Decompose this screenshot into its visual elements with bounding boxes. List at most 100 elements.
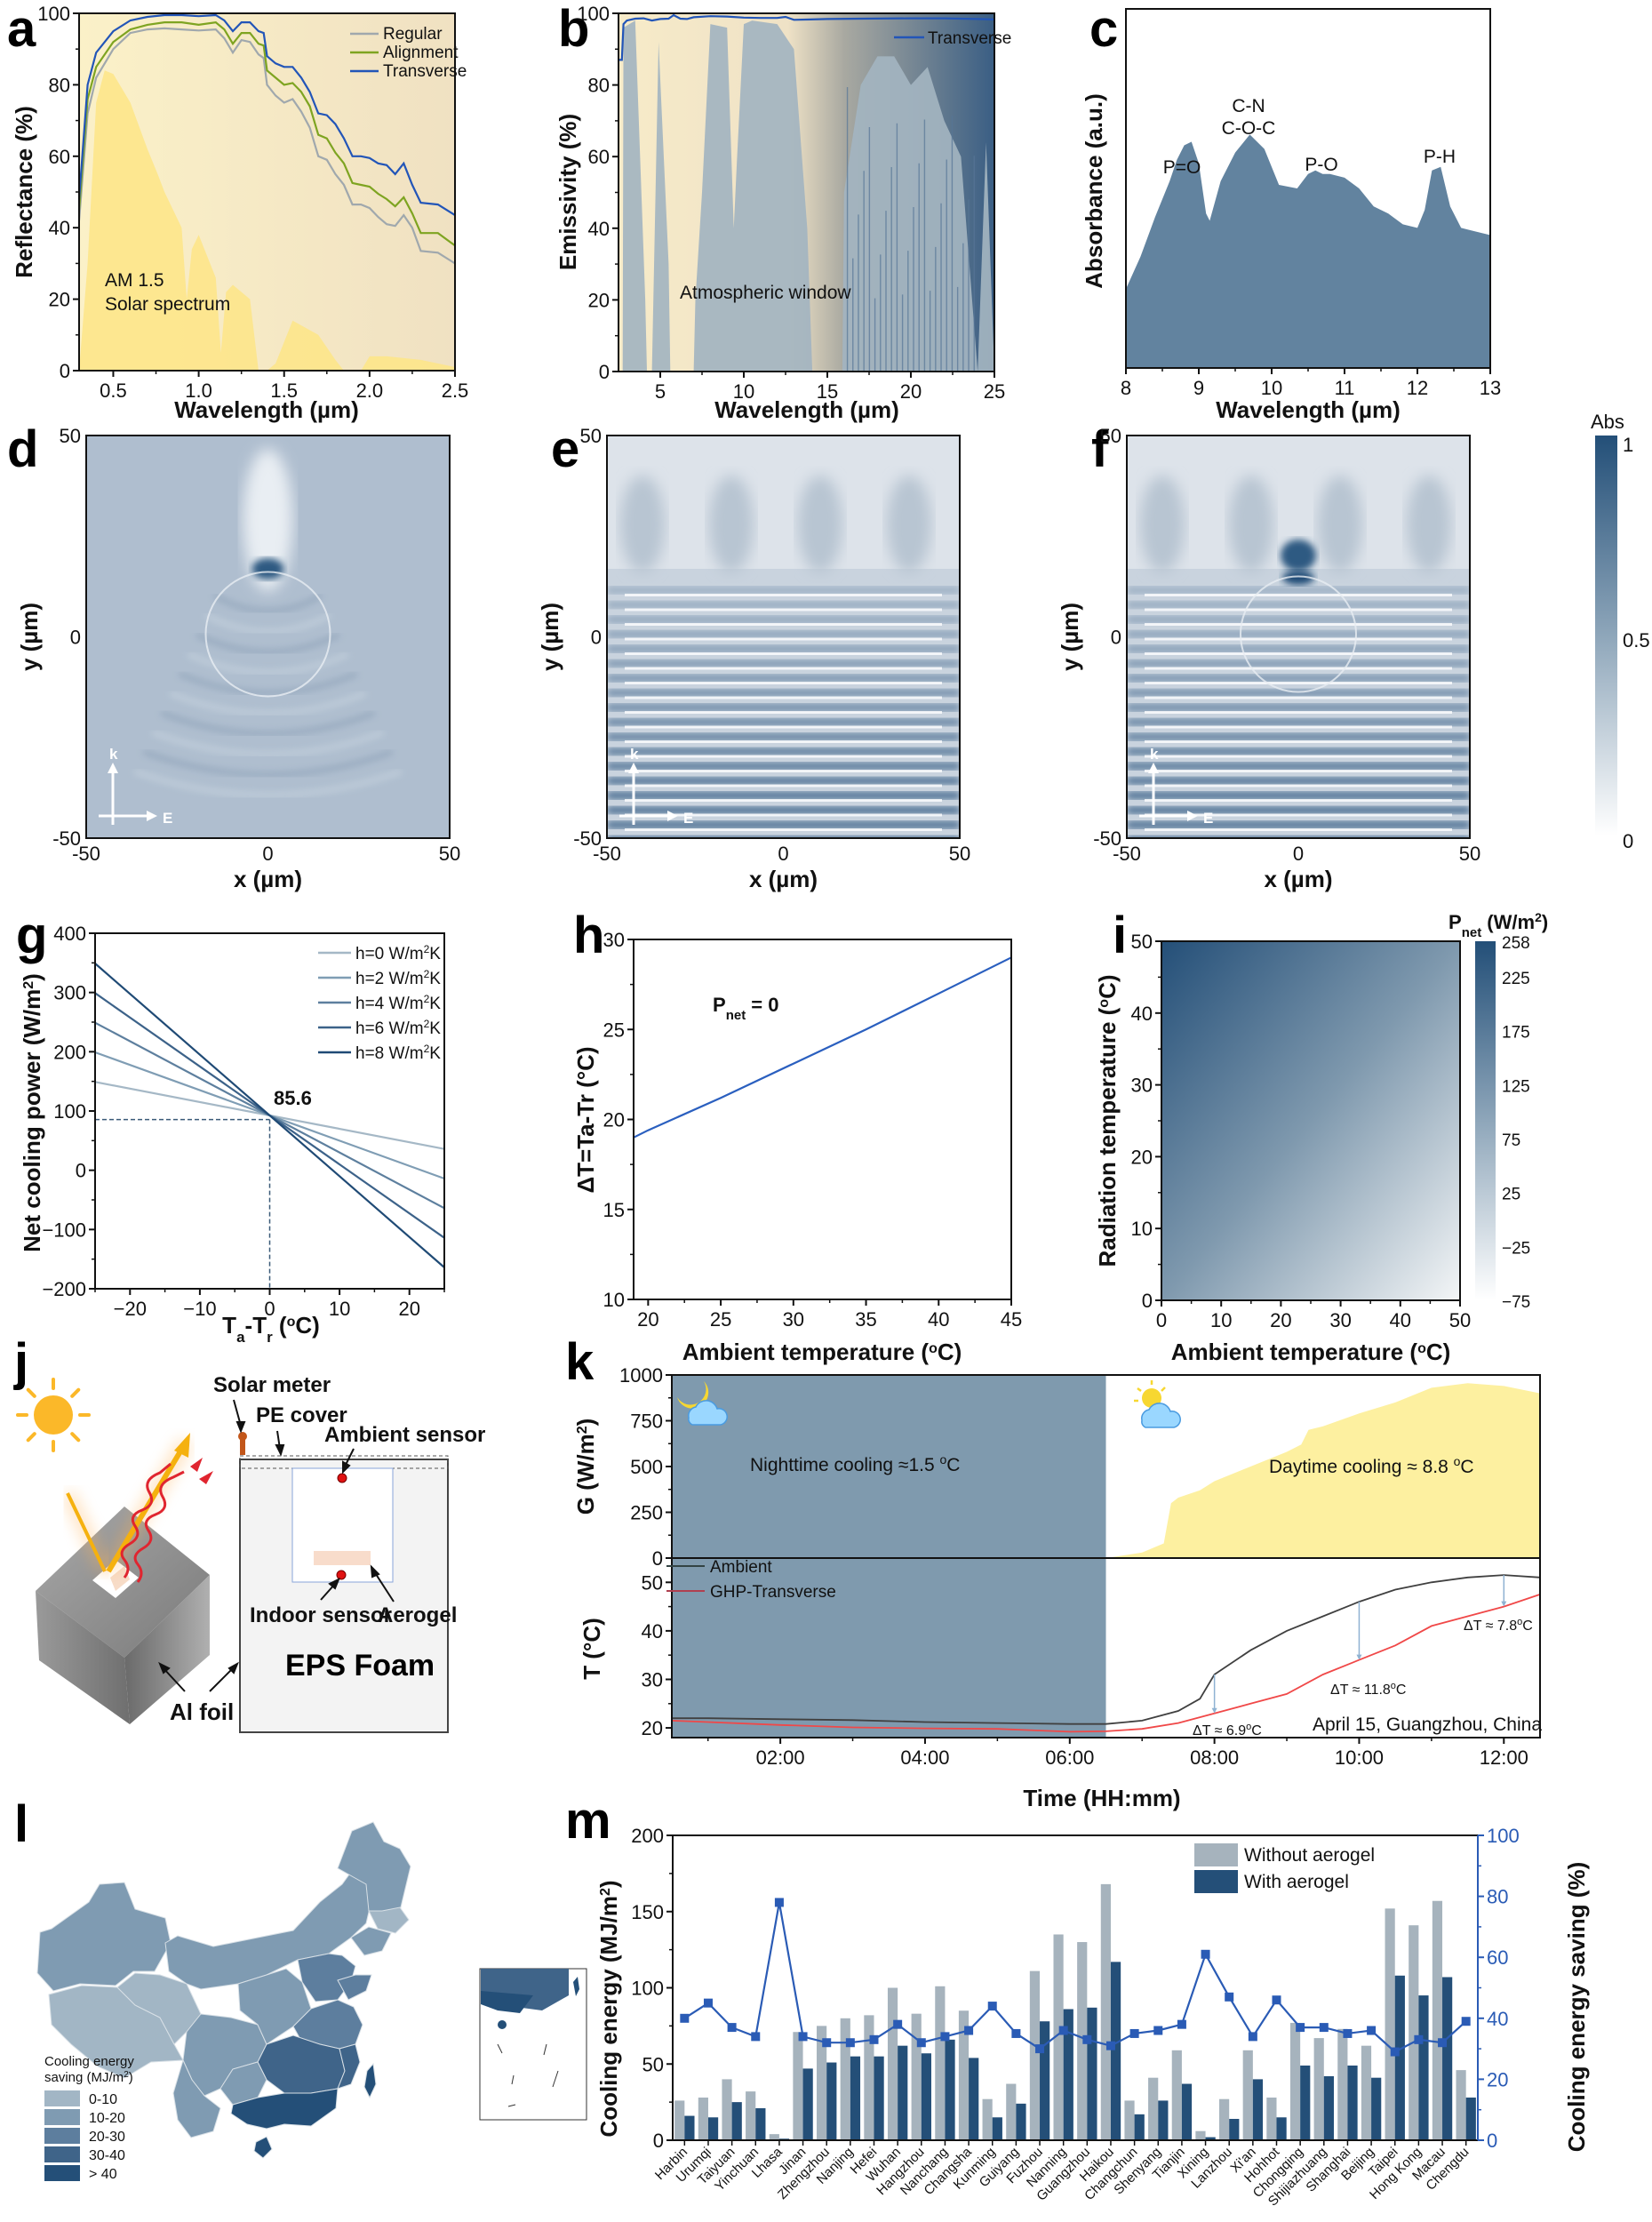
region-hainan	[253, 2136, 273, 2159]
bar-without-aerogel	[1313, 2038, 1324, 2140]
y-axis-tick-label: 50	[580, 425, 602, 447]
field-fringe-bright	[625, 594, 942, 596]
e-arrowhead	[147, 811, 157, 821]
polarization-axes-icon: kE	[99, 746, 172, 827]
bar-without-aerogel	[935, 1986, 946, 2140]
y-axis-left-tick-label: 0	[653, 2130, 664, 2152]
x-axis-tick-label: 10	[329, 1298, 350, 1320]
x-axis-tick-label: 25	[710, 1308, 731, 1331]
x-axis-tick-label: 2.0	[356, 380, 384, 402]
y-axis-top-tick-label: 1000	[619, 1364, 663, 1387]
peak-label-coc: C-O-C	[1222, 118, 1276, 139]
bar-with-aerogel	[1252, 2079, 1264, 2140]
field-lobe	[1229, 476, 1273, 573]
colorbar-tick-label: 258	[1502, 934, 1530, 953]
y-axis-tick-label: 20	[1131, 1146, 1153, 1168]
x-axis-tick-label: 20	[1270, 1309, 1291, 1331]
field-fringe	[1127, 675, 1470, 682]
x-axis-label: Ta-Tr (oC)	[222, 1312, 320, 1346]
field-lobe	[1318, 476, 1362, 573]
field-fringe	[607, 645, 960, 652]
colorbar-tick-label: 125	[1502, 1077, 1530, 1096]
series-line-ghp-transverse	[671, 1594, 1541, 1733]
x-axis-tick-label: 0	[262, 843, 273, 865]
saving-marker	[1367, 2026, 1377, 2035]
bar-with-aerogel	[1016, 2103, 1026, 2140]
x-axis-label: x (µm)	[749, 866, 818, 892]
y-axis-tick-label: 0	[1111, 627, 1121, 649]
field-fringe	[607, 792, 960, 799]
field-fringe	[178, 671, 358, 695]
y-axis-label: ΔT=Ta-Tr (°C)	[572, 1046, 599, 1193]
x-axis-label: x (µm)	[234, 866, 302, 892]
series-line-transverse	[619, 13, 995, 61]
y-axis-tick-label: 40	[1131, 1003, 1153, 1025]
y-axis-tick-label: 0	[60, 360, 70, 382]
x-axis-tick-label: 30	[1329, 1309, 1351, 1331]
sun-cloud-icon	[1134, 1380, 1181, 1428]
panel-label-l: l	[14, 1795, 28, 1853]
y-axis-tick-label: 10	[603, 1289, 625, 1311]
x-axis-tick-label: 50	[439, 843, 460, 865]
bar-without-aerogel	[1266, 2097, 1277, 2140]
bar-without-aerogel	[769, 2134, 779, 2140]
panel-l-china-map: l	[14, 1795, 587, 2182]
x-axis-tick-label: 50	[1459, 843, 1480, 865]
saving-marker	[1082, 2034, 1092, 2044]
field-fringe-bright	[1145, 725, 1452, 729]
x-axis-label: Wavelength (µm)	[714, 396, 899, 423]
field-map-image	[1127, 436, 1470, 838]
bar-with-aerogel	[1063, 2009, 1073, 2140]
colorbar-tick-label: 0.5	[1623, 629, 1650, 651]
bar-without-aerogel	[1289, 2022, 1301, 2140]
bar-with-aerogel	[1110, 1962, 1121, 2140]
legend-swatch	[44, 2165, 80, 2181]
delta-t-label-3: ΔT ≈ 7.8oC	[1464, 1617, 1533, 1634]
saving-marker	[1011, 2028, 1021, 2038]
field-fringe	[607, 806, 960, 814]
field-fringe	[196, 632, 340, 654]
field-fringe	[1127, 777, 1470, 785]
k-arrowhead	[108, 763, 118, 773]
al-foil-label: Al foil	[170, 1698, 234, 1725]
y-axis-tick-label: 0	[76, 1160, 86, 1182]
saving-marker	[680, 2013, 690, 2023]
bar-with-aerogel	[755, 2107, 766, 2140]
saving-marker	[1105, 2041, 1115, 2050]
solar-spectrum-label-2: Solar spectrum	[105, 294, 230, 315]
colorbar-title: Abs	[1591, 411, 1624, 433]
field-fringe-bright	[1145, 652, 1452, 655]
saving-marker	[798, 2032, 808, 2042]
y-axis-top-tick-label: 250	[630, 1502, 663, 1524]
series-line-transverse	[77, 13, 456, 217]
field-fringe-bright	[625, 667, 942, 670]
x-axis-tick-label: 04:00	[900, 1746, 949, 1769]
saving-marker	[727, 2023, 737, 2033]
field-fringe-bright	[625, 725, 942, 729]
bar-without-aerogel	[817, 2026, 827, 2140]
bar-without-aerogel	[887, 1987, 898, 2140]
y-axis-tick-label: 100	[577, 3, 610, 25]
field-fringe-bright	[625, 623, 942, 626]
plot-frame	[606, 435, 961, 839]
field-fringe-bright	[625, 652, 942, 655]
field-fringe	[1127, 821, 1470, 828]
field-fringe-bright	[1145, 623, 1452, 626]
legend-label-h6: h=6 W/m2K	[355, 1018, 441, 1038]
panel-b-emissivity-chart: b 5 10 15 20 25 0 20 40 60 80 100 Atmospheric wind…	[555, 0, 1011, 423]
indoor-sensor-label: Indoor sensor	[250, 1603, 392, 1627]
saving-marker	[845, 2038, 855, 2048]
saving-marker	[1390, 2047, 1400, 2057]
k-label: k	[109, 746, 118, 763]
china-choropleth-map	[36, 1821, 411, 2159]
x-axis-tick-label: 02:00	[756, 1746, 805, 1769]
polarization-axes-icon: kE	[619, 746, 693, 827]
region-jilin	[368, 1906, 410, 1934]
delta-t-label-1: ΔT ≈ 6.9oC	[1193, 1722, 1262, 1738]
y-axis-bottom-tick-label: 50	[642, 1571, 663, 1594]
legend-label-h2: h=2 W/m2K	[355, 968, 441, 988]
x-axis-tick-label: 15	[817, 380, 838, 403]
plot-frame	[85, 435, 451, 839]
y-axis-left-tick-label: 150	[631, 1901, 664, 1923]
indoor-sensor-dot	[336, 1570, 347, 1580]
